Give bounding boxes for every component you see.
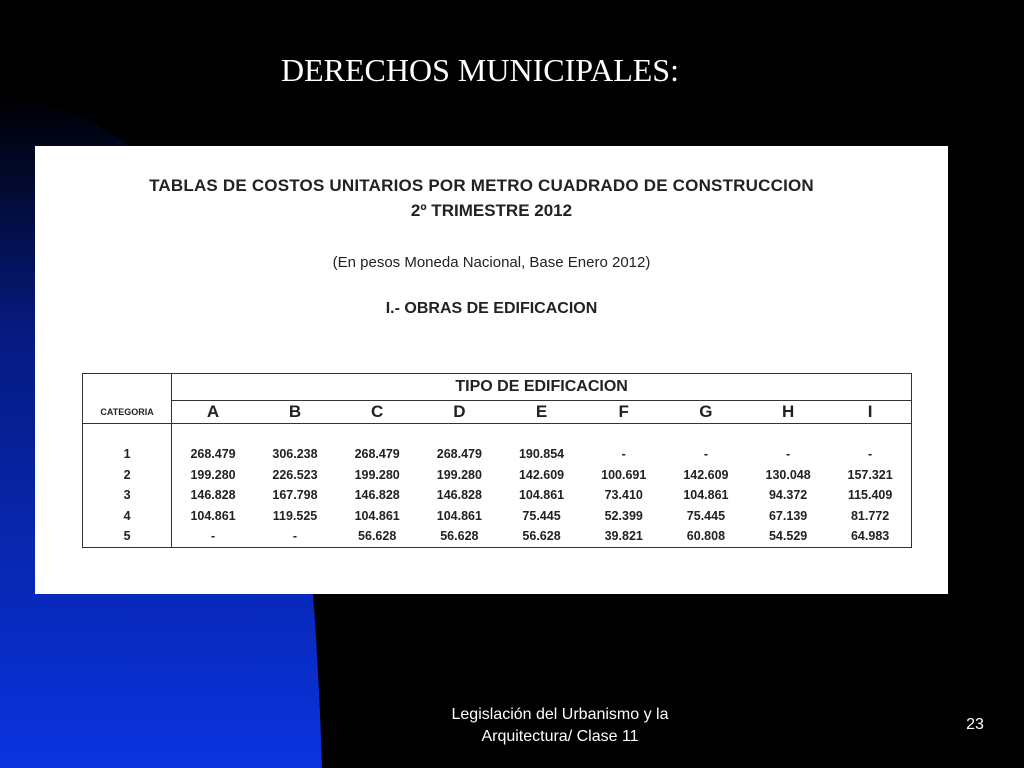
table-header-row: TIPO DE EDIFICACION [81, 373, 912, 401]
value-cell: 268.479 [354, 447, 400, 462]
value-cell: 104.861 [354, 508, 400, 523]
column-header: I [829, 400, 913, 424]
value-cell: 199.280 [354, 467, 400, 482]
table-row: 3 146.828 167.798 146.828 146.828 104.861 73.4… [81, 485, 913, 506]
value-cell: 67.139 [768, 508, 808, 523]
table-row: 1 268.479 306.238 268.479 268.479 190.854 - - - - [81, 444, 913, 465]
table-section-title: I.- OBRAS DE EDIFICACION [385, 300, 598, 317]
footer-line-2: Arquitectura/ Clase 11 [481, 728, 639, 745]
category-cell: 2 [81, 464, 173, 485]
category-header-top [81, 373, 173, 401]
column-header: G [664, 400, 748, 424]
column-header: A [171, 400, 254, 424]
spacer-cell [81, 423, 173, 444]
column-header: E [500, 400, 583, 424]
value-cell: 199.280 [436, 467, 482, 482]
value-cell: 142.609 [518, 467, 565, 482]
value-cell: 81.772 [829, 505, 913, 526]
column-header: D [418, 400, 501, 424]
value-cell: 104.861 [436, 508, 482, 523]
category-cell: 5 [81, 526, 173, 548]
column-header: F [582, 400, 665, 424]
value-cell: 199.280 [190, 467, 236, 482]
value-cell: 54.529 [747, 526, 830, 548]
column-header: H [747, 400, 830, 424]
value-cell: 94.372 [768, 488, 808, 503]
table-row: 4 104.861 119.525 104.861 104.861 75.445 52.39… [81, 505, 913, 526]
value-cell: 104.861 [683, 488, 729, 503]
category-cell: 4 [81, 505, 173, 526]
value-cell: 142.609 [683, 467, 729, 482]
value-cell: 146.828 [436, 488, 482, 503]
value-cell: 119.525 [272, 508, 318, 523]
table-row: 5- -56.628 56.628 56.628 39.821 60.808 54.529 6… [81, 526, 913, 548]
value-cell: 146.828 [354, 488, 400, 503]
value-cell: 75.445 [686, 508, 726, 523]
category-header: CATEGORIA [81, 400, 173, 424]
value-cell: 64.983 [829, 526, 913, 548]
value-cell: 75.445 [522, 508, 561, 523]
footer-line-1: Legislación del Urbanismo y la [451, 706, 669, 723]
value-cell: 226.523 [272, 467, 318, 482]
group-header: TIPO DE EDIFICACION [171, 373, 912, 401]
value-cell: 167.798 [272, 488, 318, 503]
value-cell: 115.409 [829, 485, 913, 506]
value-cell: 146.828 [190, 488, 236, 503]
value-cell: 104.861 [518, 488, 565, 503]
column-header: B [253, 400, 337, 424]
table-body: 1 268.479 306.238 268.479 268.479 190.854- - - -… [81, 423, 913, 548]
value-cell: 268.479 [436, 447, 482, 462]
value-cell: 39.821 [582, 526, 665, 548]
value-cell: 73.410 [604, 488, 643, 503]
value-cell: 56.628 [500, 526, 583, 548]
slide-title-text: DERECHOS MUNICIPALES: [281, 52, 679, 88]
column-header: C [336, 400, 419, 424]
value-cell: - [703, 447, 708, 462]
value-cell: - [829, 444, 913, 465]
value-cell: 56.628 [418, 526, 501, 548]
value-cell: 60.808 [664, 526, 748, 548]
value-cell: - [621, 447, 626, 462]
cost-table-image: TABLAS DE COSTOS UNITARIOS POR METRO CUA… [35, 146, 948, 594]
table-heading: TABLAS DE COSTOS UNITARIOS POR METRO CUA… [149, 176, 814, 195]
page-number: 23 [966, 716, 984, 733]
footer-course-title: Legislación del Urbanismo y la Arquitect… [410, 704, 710, 748]
value-cell: - [171, 526, 254, 548]
value-cell: 157.321 [829, 464, 913, 485]
table-row: 2 199.280 226.523 199.280 199.280 142.609 100.… [81, 464, 913, 485]
slide-title: DERECHOS MUNICIPALES: [0, 52, 960, 89]
value-cell: - [786, 447, 791, 462]
value-cell: - [253, 526, 337, 548]
category-cell: 3 [81, 485, 173, 506]
value-cell: 100.691 [601, 467, 647, 482]
spacer-cell [171, 423, 912, 444]
value-cell: 104.861 [190, 508, 236, 523]
value-cell: 130.048 [765, 467, 811, 482]
spacer-row [81, 423, 912, 444]
table-note: (En pesos Moneda Nacional, Base Enero 20… [332, 254, 651, 271]
value-cell: 52.399 [604, 508, 643, 523]
value-cell: 268.479 [190, 447, 236, 462]
value-cell: 56.628 [336, 526, 419, 548]
value-cell: 190.854 [518, 447, 565, 462]
category-cell: 1 [81, 444, 173, 465]
value-cell: 306.238 [272, 447, 318, 462]
table-subheading: 2º TRIMESTRE 2012 [410, 201, 573, 220]
